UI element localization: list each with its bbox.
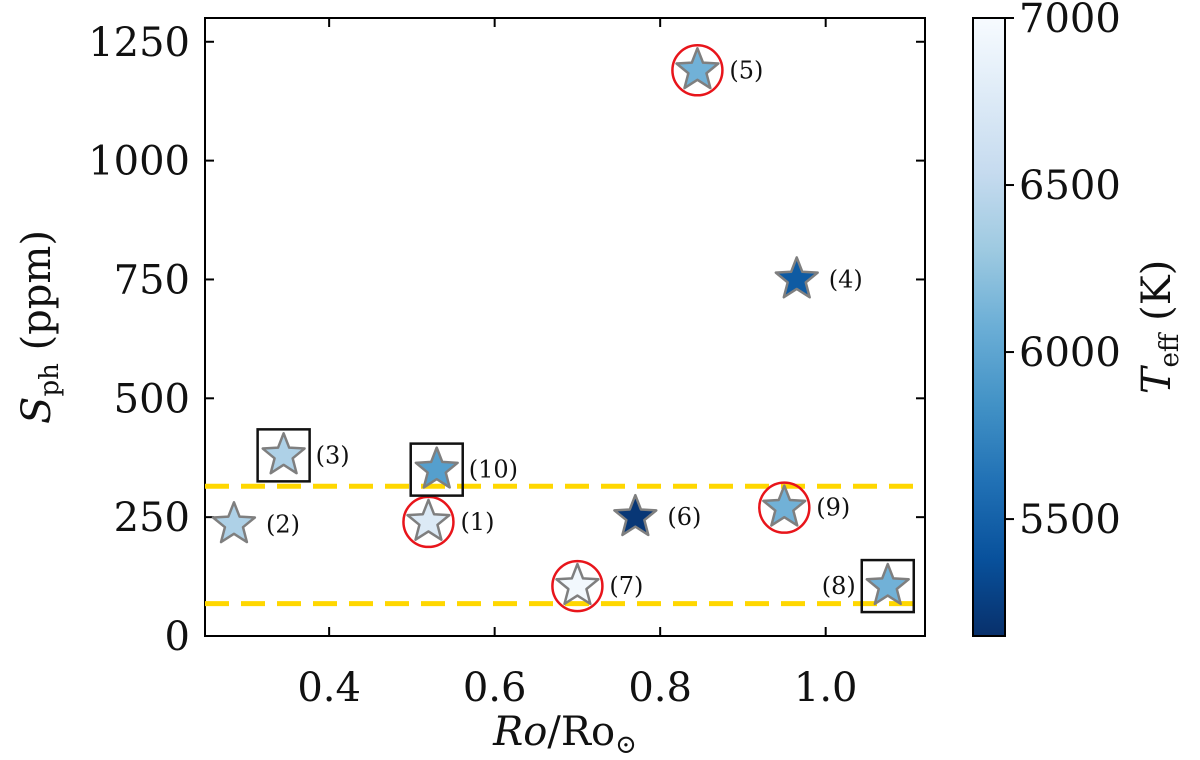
colorbar-ticks: 5500 6000 6500 7000	[1005, 0, 1121, 543]
data-point: (3)	[256, 428, 350, 483]
point-label: (8)	[822, 572, 856, 600]
star-marker	[865, 562, 910, 606]
point-label: (1)	[460, 508, 494, 536]
colorbar-tick-label: 6500	[1019, 163, 1121, 209]
colorbar-tick-label: 7000	[1019, 0, 1121, 42]
point-label: (10)	[469, 456, 518, 484]
star-marker	[555, 562, 600, 606]
star-marker	[414, 446, 459, 489]
star-marker	[774, 256, 819, 299]
y-tick-label: 1000	[88, 139, 190, 185]
data-point: (8)	[822, 558, 916, 614]
x-tick-label: 0.8	[628, 665, 692, 711]
data-point: (10)	[409, 442, 518, 497]
highlight-circle	[671, 44, 724, 97]
data-point: (4)	[774, 256, 863, 299]
plot-area: 0.4 0.6 0.8 1.0 0 250 500 750 1000 1250 (1) (2) (3…	[88, 17, 926, 711]
data-point: (2)	[211, 501, 300, 544]
highlight-circle	[402, 495, 455, 549]
point-label: (3)	[316, 441, 350, 469]
colorbar-tick-label: 5500	[1019, 497, 1121, 543]
star-marker	[675, 47, 720, 90]
highlight-square	[409, 442, 464, 497]
star-marker	[613, 493, 658, 537]
x-axis-label: Ro/Ro⊙	[492, 709, 637, 760]
star-marker	[406, 498, 451, 541]
y-tick-label: 750	[114, 257, 190, 303]
colorbar-gradient	[972, 17, 1006, 637]
highlight-square	[860, 558, 916, 614]
x-tick-label: 1.0	[794, 665, 858, 711]
x-tick-label: 0.6	[463, 665, 527, 711]
x-tick-label: 0.4	[297, 665, 361, 711]
colorbar-tick-label: 6000	[1019, 330, 1121, 376]
y-axis-ticks: 0 250 500 750 1000 1250	[88, 20, 925, 660]
point-label: (7)	[609, 572, 643, 600]
star-marker	[211, 501, 257, 544]
highlight-circle	[758, 481, 811, 534]
star-marker	[261, 432, 306, 475]
point-label: (9)	[816, 494, 850, 522]
point-label: (6)	[667, 503, 701, 531]
data-point: (7)	[551, 559, 643, 613]
plot-frame	[204, 17, 926, 637]
x-axis-ticks: 0.4 0.6 0.8 1.0	[297, 18, 858, 711]
y-axis-label: Sph (ppm)	[14, 230, 65, 424]
data-point: (9)	[758, 481, 850, 534]
highlight-square	[256, 428, 311, 483]
data-point: (1)	[402, 495, 494, 549]
point-label: (2)	[266, 510, 300, 538]
y-tick-label: 0	[165, 614, 190, 660]
colorbar: 5500 6000 6500 7000 Teff (K)	[972, 0, 1185, 637]
y-tick-label: 250	[114, 495, 190, 541]
data-point: (6)	[613, 493, 701, 537]
point-label: (4)	[829, 265, 863, 293]
star-marker	[762, 484, 807, 527]
y-tick-label: 500	[114, 376, 190, 422]
highlight-circle	[551, 559, 604, 613]
colorbar-label: Teff (K)	[1134, 260, 1185, 394]
point-label: (5)	[729, 56, 763, 84]
data-points: (1) (2) (3) (4) (5) (6) (7) (8) (9) (10)	[211, 44, 916, 614]
data-point: (5)	[671, 44, 763, 97]
y-tick-label: 1250	[88, 20, 190, 66]
